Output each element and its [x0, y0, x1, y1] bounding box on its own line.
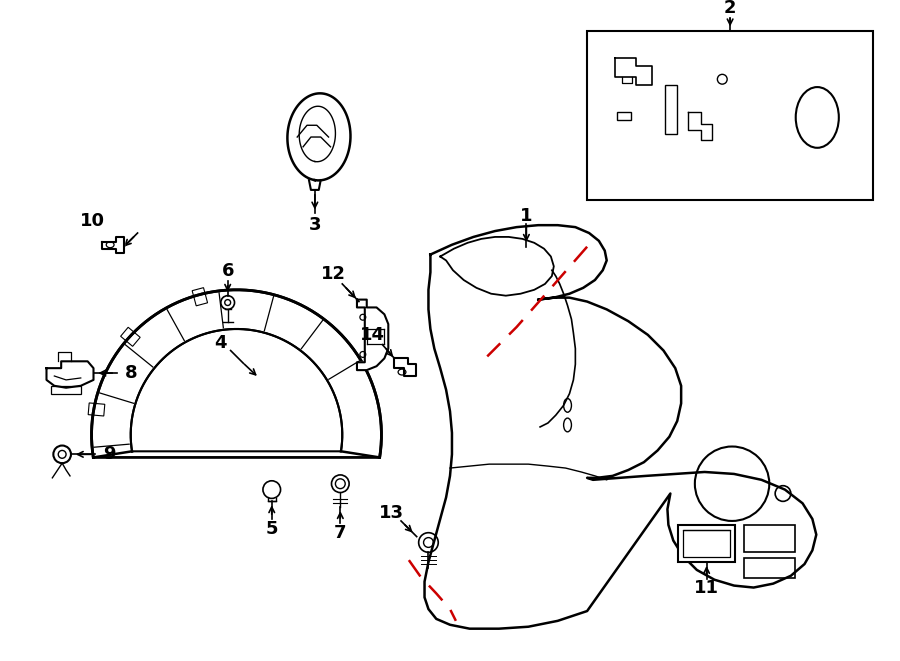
Polygon shape: [615, 58, 652, 85]
Text: 3: 3: [309, 216, 321, 234]
Polygon shape: [92, 290, 382, 457]
Text: 8: 8: [125, 364, 138, 382]
Text: 1: 1: [520, 208, 533, 225]
Bar: [51, 386, 81, 393]
Polygon shape: [357, 299, 388, 370]
Polygon shape: [688, 112, 713, 140]
Bar: [665, 85, 677, 134]
Bar: [743, 558, 795, 578]
Text: 11: 11: [694, 578, 719, 596]
Polygon shape: [47, 362, 94, 388]
Bar: [587, 31, 873, 200]
Bar: [617, 112, 631, 120]
Text: 4: 4: [214, 334, 227, 352]
Bar: [88, 403, 104, 416]
Bar: [679, 525, 735, 562]
Polygon shape: [287, 93, 350, 180]
Text: 2: 2: [724, 0, 736, 17]
Polygon shape: [394, 358, 416, 376]
Bar: [193, 288, 208, 306]
Text: 12: 12: [321, 265, 346, 283]
Bar: [683, 529, 730, 557]
Bar: [743, 525, 795, 553]
Text: 7: 7: [334, 524, 346, 542]
Text: 5: 5: [266, 520, 278, 538]
Text: 9: 9: [104, 446, 116, 463]
Text: 10: 10: [80, 212, 105, 230]
Polygon shape: [425, 225, 816, 629]
Bar: [121, 327, 140, 346]
Text: 14: 14: [360, 326, 385, 344]
Polygon shape: [103, 237, 124, 253]
Text: 13: 13: [379, 504, 404, 522]
Text: 6: 6: [221, 262, 234, 280]
